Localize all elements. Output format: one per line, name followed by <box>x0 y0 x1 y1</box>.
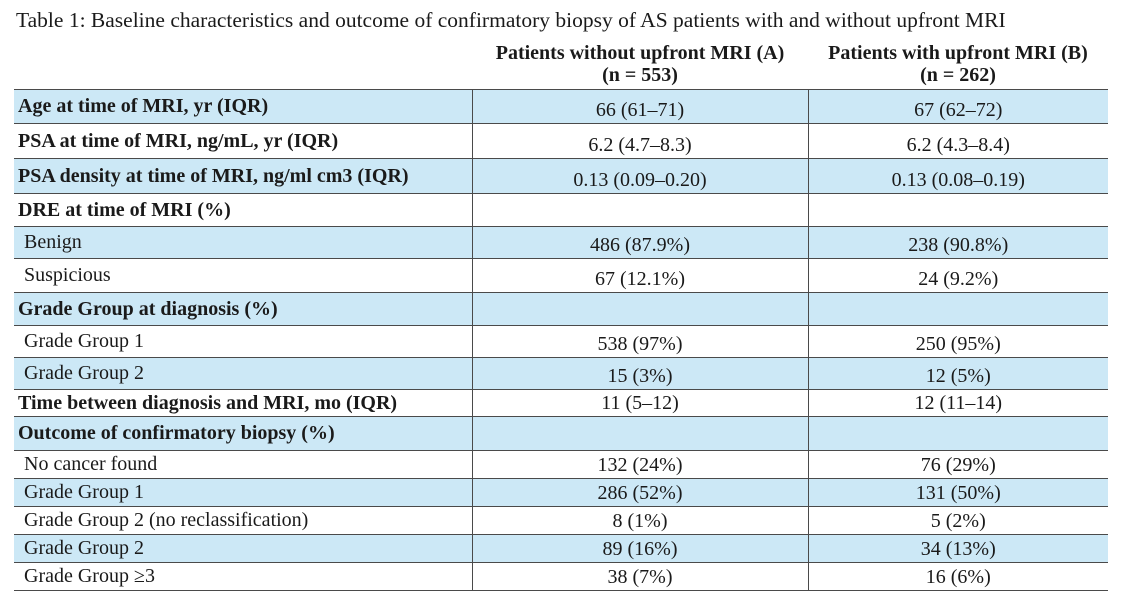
table-row: No cancer found 132 (24%) 76 (29%) <box>14 450 1108 479</box>
row-label: Outcome of confirmatory biopsy (%) <box>14 416 472 451</box>
row-label: Grade Group 1 <box>14 478 472 507</box>
cell-without-mri: 89 (16%) <box>471 534 808 563</box>
cell-without-mri: 486 (87.9%) <box>471 226 808 259</box>
cell-with-mri: 131 (50%) <box>807 478 1108 507</box>
row-label: Grade Group ≥3 <box>14 562 472 591</box>
table-row: Suspicious 67 (12.1%) 24 (9.2%) <box>14 258 1108 293</box>
row-label: DRE at time of MRI (%) <box>14 193 472 227</box>
cell-with-mri <box>807 416 1108 451</box>
cell-without-mri: 538 (97%) <box>471 325 808 358</box>
baseline-characteristics-table: Age at time of MRI, yr (IQR) 66 (61–71) … <box>14 89 1108 591</box>
cell-with-mri: 67 (62–72) <box>807 89 1108 124</box>
cell-with-mri <box>807 292 1108 326</box>
table-row: Grade Group 2 89 (16%) 34 (13%) <box>14 534 1108 563</box>
cell-with-mri: 16 (6%) <box>807 562 1108 591</box>
column-header-without-mri: Patients without upfront MRI (A) (n = 55… <box>472 42 808 86</box>
table-row: PSA density at time of MRI, ng/ml cm3 (I… <box>14 158 1108 194</box>
row-label: No cancer found <box>14 450 472 479</box>
cell-with-mri: 0.13 (0.08–0.19) <box>807 158 1108 194</box>
table-row: DRE at time of MRI (%) <box>14 193 1108 227</box>
row-label: PSA density at time of MRI, ng/ml cm3 (I… <box>14 158 472 194</box>
row-label: Grade Group 2 <box>14 534 472 563</box>
cell-without-mri: 132 (24%) <box>471 450 808 479</box>
cell-without-mri: 66 (61–71) <box>471 89 808 124</box>
table-row: Outcome of confirmatory biopsy (%) <box>14 416 1108 451</box>
table-row: Age at time of MRI, yr (IQR) 66 (61–71) … <box>14 89 1108 124</box>
table-row: PSA at time of MRI, ng/mL, yr (IQR) 6.2 … <box>14 123 1108 159</box>
cell-without-mri: 286 (52%) <box>471 478 808 507</box>
row-label: Grade Group 1 <box>14 325 472 358</box>
row-label: Age at time of MRI, yr (IQR) <box>14 89 472 124</box>
row-label: Grade Group at diagnosis (%) <box>14 292 472 326</box>
cell-with-mri: 238 (90.8%) <box>807 226 1108 259</box>
cell-without-mri <box>471 193 808 227</box>
cell-with-mri: 250 (95%) <box>807 325 1108 358</box>
cell-with-mri: 34 (13%) <box>807 534 1108 563</box>
row-label: PSA at time of MRI, ng/mL, yr (IQR) <box>14 123 472 159</box>
table-row: Time between diagnosis and MRI, mo (IQR)… <box>14 389 1108 417</box>
row-label: Grade Group 2 (no reclassification) <box>14 506 472 535</box>
cell-without-mri <box>471 292 808 326</box>
row-label: Benign <box>14 226 472 259</box>
column-header-with-mri: Patients with upfront MRI (B) (n = 262) <box>808 42 1108 86</box>
table-row: Benign 486 (87.9%) 238 (90.8%) <box>14 226 1108 259</box>
cell-without-mri: 67 (12.1%) <box>471 258 808 293</box>
cell-without-mri: 15 (3%) <box>471 357 808 390</box>
table-row: Grade Group 1 286 (52%) 131 (50%) <box>14 478 1108 507</box>
cell-with-mri: 12 (11–14) <box>807 389 1108 417</box>
cell-without-mri: 11 (5–12) <box>471 389 808 417</box>
column-header-n: (n = 262) <box>920 64 996 86</box>
cell-with-mri: 76 (29%) <box>807 450 1108 479</box>
row-label: Grade Group 2 <box>14 357 472 390</box>
cell-with-mri: 12 (5%) <box>807 357 1108 390</box>
cell-with-mri: 5 (2%) <box>807 506 1108 535</box>
cell-without-mri <box>471 416 808 451</box>
cell-without-mri: 38 (7%) <box>471 562 808 591</box>
cell-with-mri <box>807 193 1108 227</box>
cell-without-mri: 0.13 (0.09–0.20) <box>471 158 808 194</box>
cell-without-mri: 6.2 (4.7–8.3) <box>471 123 808 159</box>
cell-with-mri: 24 (9.2%) <box>807 258 1108 293</box>
table-row: Grade Group ≥3 38 (7%) 16 (6%) <box>14 562 1108 591</box>
row-label: Time between diagnosis and MRI, mo (IQR) <box>14 389 472 417</box>
table-caption: Table 1: Baseline characteristics and ou… <box>16 8 1006 32</box>
column-header-n: (n = 553) <box>602 64 678 86</box>
column-header-title: Patients without upfront MRI (A) <box>495 42 785 64</box>
table-row: Grade Group at diagnosis (%) <box>14 292 1108 326</box>
row-label: Suspicious <box>14 258 472 293</box>
table-row: Grade Group 1 538 (97%) 250 (95%) <box>14 325 1108 358</box>
column-header-title: Patients with upfront MRI (B) <box>828 42 1088 64</box>
cell-without-mri: 8 (1%) <box>471 506 808 535</box>
table-row: Grade Group 2 15 (3%) 12 (5%) <box>14 357 1108 390</box>
cell-with-mri: 6.2 (4.3–8.4) <box>807 123 1108 159</box>
table-row: Grade Group 2 (no reclassification) 8 (1… <box>14 506 1108 535</box>
